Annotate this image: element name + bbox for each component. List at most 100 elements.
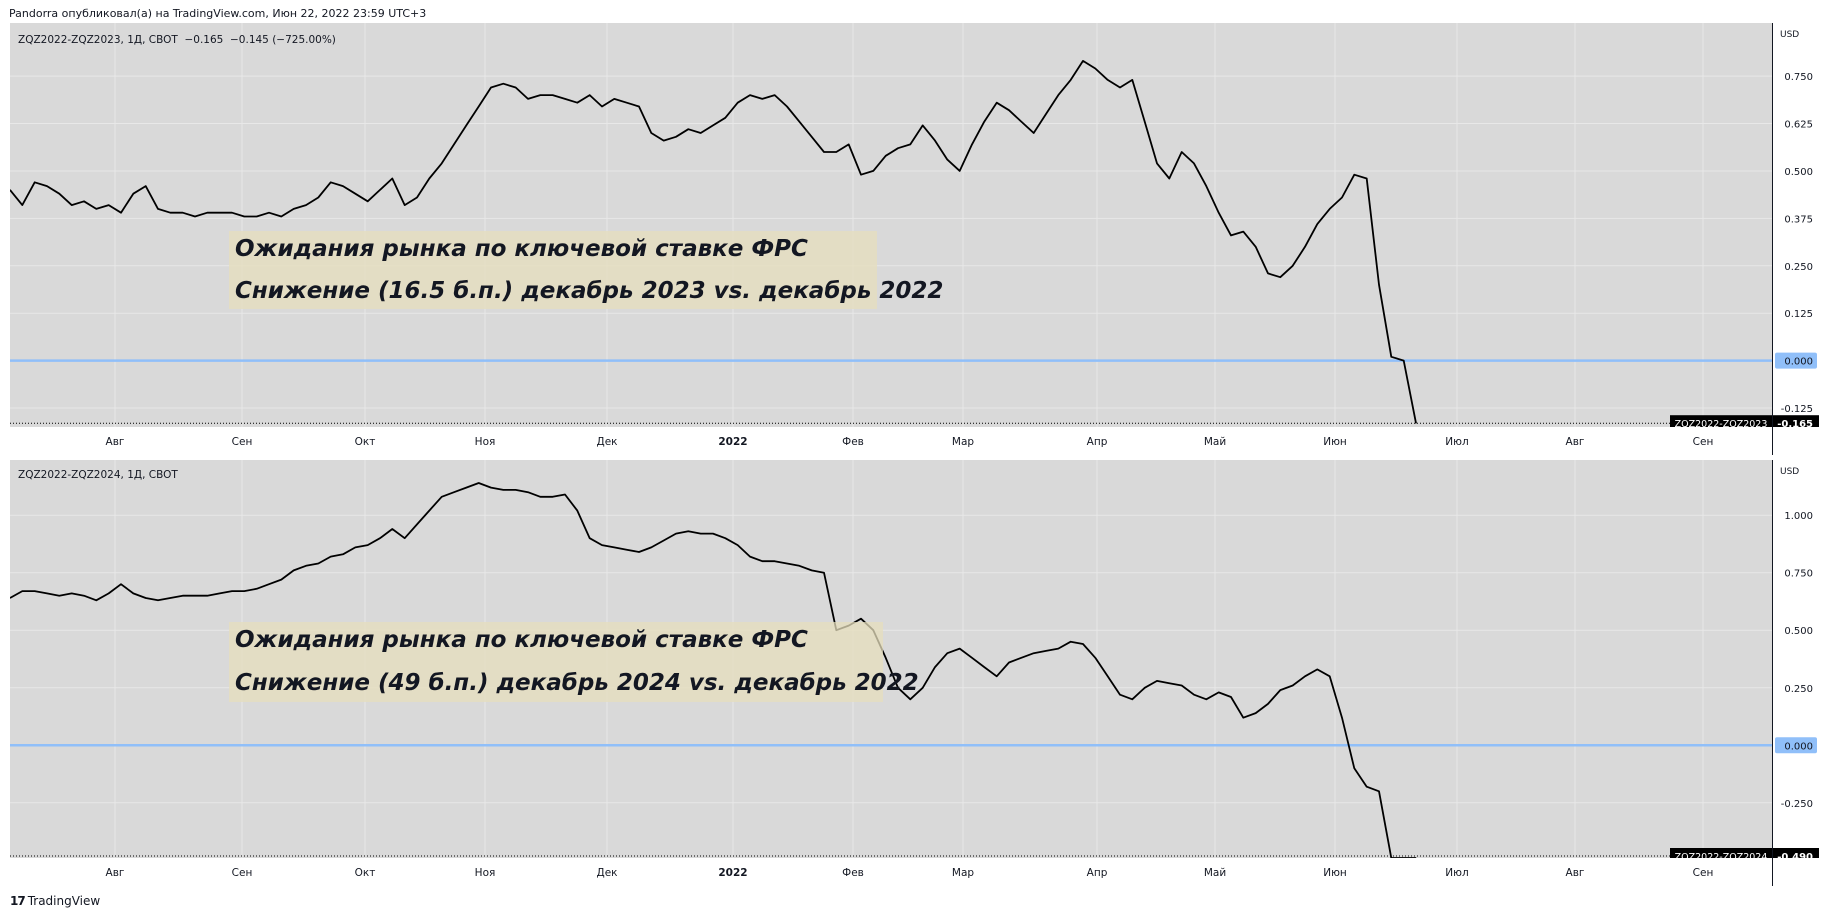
data-point: [354, 546, 356, 548]
data-point: [1057, 648, 1059, 650]
chart-pane-bottom[interactable]: ZQZ2022-ZQZ2024 1.000 0.750 0.500 0.250 -0.2…: [9, 460, 1819, 890]
data-point: [1156, 680, 1158, 682]
data-point: [1181, 684, 1183, 686]
data-point: [700, 533, 702, 535]
y-tick-label: 0.625: [1784, 120, 1813, 131]
data-point: [206, 595, 208, 597]
x-tick-label: Сен: [1693, 436, 1714, 448]
tradingview-logo-icon: 17: [10, 894, 26, 908]
data-point: [58, 595, 60, 597]
x-tick-label: Июл: [1445, 436, 1468, 448]
data-point: [786, 105, 788, 107]
data-point: [293, 569, 295, 571]
data-point: [946, 652, 948, 654]
y-tick-label: 1.000: [1784, 511, 1813, 522]
data-point: [527, 98, 529, 100]
data-point: [1292, 684, 1294, 686]
data-point: [675, 533, 677, 535]
zero-level-tag: [1775, 352, 1817, 369]
data-point: [515, 86, 517, 88]
data-point: [404, 537, 406, 539]
x-tick-label: Авг: [1566, 867, 1585, 879]
x-tick-label: Мар: [952, 436, 974, 448]
data-point: [1255, 712, 1257, 714]
data-point: [441, 496, 443, 498]
data-point: [305, 204, 307, 206]
data-point: [675, 136, 677, 138]
x-tick-label: Май: [1204, 867, 1226, 879]
y-tick-label: 0.375: [1784, 214, 1813, 225]
symbol-tag-label: ZQZ2022-ZQZ2023: [1675, 419, 1768, 427]
data-point: [663, 540, 665, 542]
data-point: [515, 489, 517, 491]
data-point: [145, 597, 147, 599]
data-point: [1353, 767, 1355, 769]
data-point: [145, 185, 147, 187]
data-point: [1094, 657, 1096, 659]
data-point: [1107, 675, 1109, 677]
data-point: [71, 592, 73, 594]
data-point: [687, 530, 689, 532]
plot-area-top[interactable]: ZQZ2022-ZQZ2023: [9, 23, 1772, 432]
data-point: [564, 98, 566, 100]
data-point: [330, 181, 332, 183]
data-point: [34, 590, 36, 592]
brand-name: TradingView: [27, 894, 101, 908]
data-point: [1205, 185, 1207, 187]
data-point: [601, 105, 603, 107]
data-point: [317, 563, 319, 565]
data-point: [1033, 132, 1035, 134]
data-point: [46, 185, 48, 187]
data-point: [1107, 79, 1109, 81]
data-point: [811, 569, 813, 571]
annotation-box-top[interactable]: Ожидания рынка по ключевой ставке ФРС Сн…: [229, 231, 943, 309]
data-point: [219, 592, 221, 594]
currency-label: USD: [1780, 30, 1799, 40]
data-point: [182, 595, 184, 597]
data-point: [848, 143, 850, 145]
chart-pane-top[interactable]: ZQZ2022-ZQZ2023 0.750 0.625 0.500 0.375 0.25…: [9, 23, 1819, 456]
x-tick-label: Мар: [952, 867, 974, 879]
x-tick-label: Июн: [1323, 867, 1347, 879]
data-point: [663, 140, 665, 142]
data-point: [46, 592, 48, 594]
data-point: [391, 528, 393, 530]
data-point: [638, 105, 640, 107]
data-point: [1267, 272, 1269, 274]
tradingview-brand[interactable]: 17 TradingView: [10, 894, 100, 908]
data-point: [490, 86, 492, 88]
data-point: [305, 565, 307, 567]
data-point: [798, 565, 800, 567]
annotation-box-bottom[interactable]: Ожидания рынка по ключевой ставке ФРС Сн…: [229, 622, 919, 702]
data-point: [1020, 657, 1022, 659]
price-axis-bottom[interactable]: 1.000 0.750 0.500 0.250 -0.250 USD 0.000 -0.490…: [1772, 460, 1819, 874]
data-point: [1353, 174, 1355, 176]
data-point: [1156, 162, 1158, 164]
series-legend-bottom[interactable]: ZQZ2022-ZQZ2024, 1Д, CBOT: [18, 469, 178, 481]
data-point: [749, 94, 751, 96]
data-point: [206, 212, 208, 214]
data-point: [564, 494, 566, 496]
x-tick-label: Окт: [355, 867, 376, 879]
time-axis-top[interactable]: Авг Сен Окт Ноя Дек 2022 Фев Мар Апр Май Июн Июл Авг…: [10, 427, 1772, 455]
data-point: [354, 193, 356, 195]
x-tick-label: Апр: [1087, 867, 1108, 879]
x-tick-label: Сен: [232, 436, 253, 448]
data-point: [157, 599, 159, 601]
series-legend-top[interactable]: ZQZ2022-ZQZ2023, 1Д, CBOT −0.165 −0.145 …: [18, 34, 336, 46]
data-point: [909, 143, 911, 145]
data-point: [1242, 717, 1244, 719]
x-tick-label: Авг: [1566, 436, 1585, 448]
zero-level-label: 0.000: [1784, 357, 1813, 368]
data-point: [1218, 691, 1220, 693]
data-point: [58, 193, 60, 195]
data-point: [293, 208, 295, 210]
data-point: [120, 212, 122, 214]
data-point: [478, 105, 480, 107]
time-axis-bottom[interactable]: Авг Сен Окт Ноя Дек 2022 Фев Мар Апр Май Июн Июл Авг…: [10, 858, 1772, 886]
price-axis-top[interactable]: 0.750 0.625 0.500 0.375 0.250 0.125 -0.125 USD 0…: [1772, 23, 1819, 442]
price-chart-top[interactable]: ZQZ2022-ZQZ2023: [9, 23, 1772, 432]
data-point: [724, 117, 726, 119]
data-point: [638, 551, 640, 553]
data-point: [1008, 109, 1010, 111]
